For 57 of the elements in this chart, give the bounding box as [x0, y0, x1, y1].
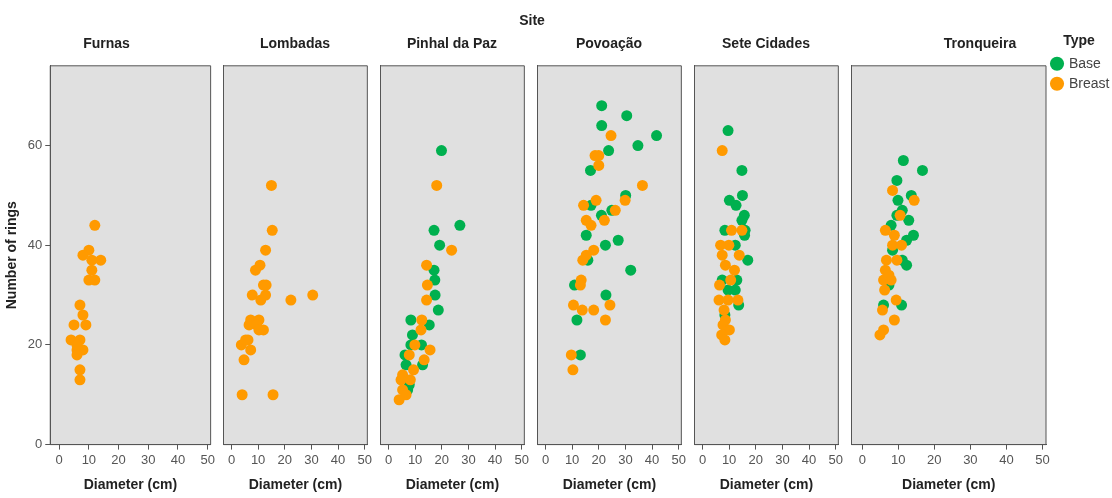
chart-title: Lombadas	[259, 35, 331, 52]
x-tick-label: 40	[644, 451, 660, 467]
x-tick-label: 10	[891, 451, 906, 467]
x-tick-label: 50	[828, 451, 843, 467]
x-tick-label: 40	[170, 451, 186, 467]
x-tick-label: 20	[591, 451, 606, 467]
chart-title: Furnas	[83, 35, 131, 52]
legend-title: Type	[1063, 31, 1096, 48]
chart-title: Sete Cidades	[722, 35, 811, 52]
chart-title: Povoação	[575, 35, 643, 52]
x-tick-label: 10	[407, 451, 423, 467]
x-tick-label: 40	[999, 451, 1014, 467]
x-axis-title: Diameter (cm)	[405, 476, 500, 493]
x-axis-title: Diameter (cm)	[83, 476, 178, 493]
y-tick-label: 0	[35, 436, 43, 452]
chart-title: Pinhal da Paz	[406, 35, 498, 52]
x-tick-label: 20	[927, 451, 942, 467]
x-tick-label: 10	[721, 451, 737, 467]
x-tick-label: 30	[618, 451, 633, 467]
x-tick-label: 30	[775, 451, 790, 467]
x-tick-label: 30	[963, 451, 978, 467]
x-tick-label: 0	[55, 451, 63, 467]
y-axis-title: Number of rings	[3, 200, 20, 310]
x-tick-label: 10	[250, 451, 266, 467]
x-tick-label: 30	[461, 451, 476, 467]
x-tick-label: 20	[434, 451, 449, 467]
x-axis-title: Diameter (cm)	[902, 476, 996, 493]
x-axis-title: Diameter (cm)	[562, 476, 657, 493]
x-tick-label: 40	[330, 451, 346, 467]
y-tick-label: 40	[27, 236, 43, 252]
chart-title: Tronqueira	[943, 35, 1017, 52]
x-tick-label: 20	[748, 451, 763, 467]
x-tick-label: 10	[564, 451, 580, 467]
x-axis-title: Diameter (cm)	[719, 476, 814, 493]
x-tick-label: 50	[357, 451, 372, 467]
x-tick-label: 0	[227, 451, 236, 467]
x-tick-label: 40	[487, 451, 503, 467]
x-tick-label: 0	[858, 451, 866, 467]
x-axis-title: Diameter (cm)	[248, 476, 343, 493]
x-tick-label: 30	[141, 451, 156, 467]
x-tick-label: 20	[277, 451, 292, 467]
y-tick-label: 20	[27, 336, 43, 352]
x-tick-label: 20	[111, 451, 126, 467]
legend-label: Breast	[1069, 74, 1110, 91]
x-tick-label: 0	[698, 451, 707, 467]
text: Site	[518, 12, 546, 28]
x-tick-label: 30	[304, 451, 319, 467]
y-tick-label: 60	[27, 137, 43, 153]
x-tick-label: 0	[541, 451, 550, 467]
x-tick-label: 10	[81, 451, 97, 467]
x-tick-label: 0	[384, 451, 393, 467]
x-tick-label: 50	[671, 451, 686, 467]
x-tick-label: 50	[200, 451, 215, 467]
x-tick-label: 50	[1035, 451, 1050, 467]
legend-label: Base	[1069, 54, 1102, 71]
x-tick-label: 50	[514, 451, 529, 467]
x-tick-label: 40	[801, 451, 817, 467]
